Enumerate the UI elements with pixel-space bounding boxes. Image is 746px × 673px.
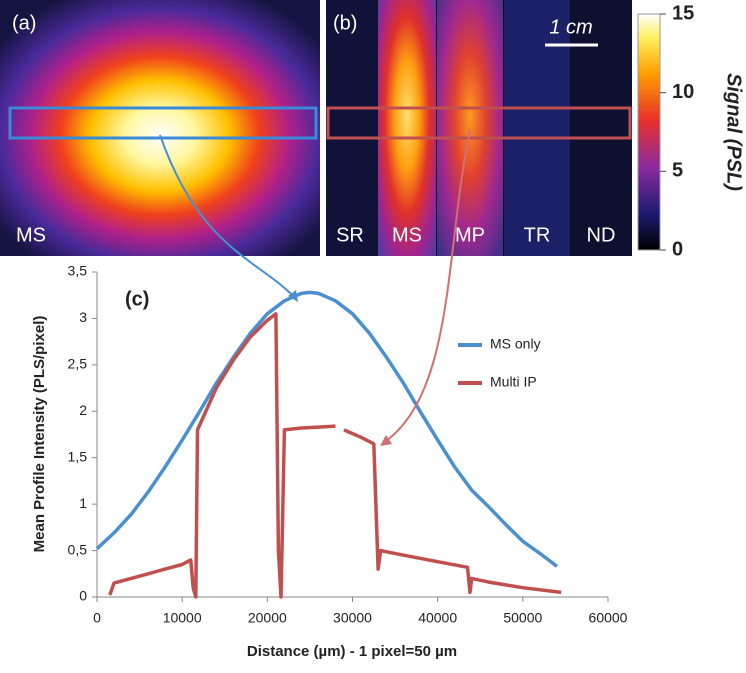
x-tick-label: 20000	[248, 610, 287, 626]
y-tick-label: 1	[79, 495, 87, 511]
x-tick-label: 40000	[418, 610, 457, 626]
y-tick-label: 3,5	[68, 263, 88, 279]
strip-label: MS	[392, 224, 422, 246]
x-tick-label: 0	[93, 610, 101, 626]
colorbar-title: Signal (PSL)	[723, 73, 745, 191]
colorbar-tick-label: 10	[672, 81, 694, 103]
y-tick-label: 0,5	[68, 541, 88, 557]
strip-nd	[571, 0, 632, 256]
strip-labels: SR MS MP TR ND	[336, 224, 615, 246]
profile-box-b	[326, 106, 632, 140]
scale-label: 1 cm	[549, 16, 592, 38]
legend-label: Multi IP	[490, 374, 537, 390]
y-axis-title: Mean Profile Intensity (PLS/pixel)	[31, 316, 48, 553]
strip-sr	[326, 0, 378, 256]
legend-label: MS only	[490, 336, 541, 352]
colorbar	[637, 13, 661, 251]
panel-label: (c)	[125, 288, 149, 310]
strip-label: SR	[336, 224, 364, 246]
colorbar-tick-label: 5	[672, 160, 683, 182]
y-tick-label: 2,5	[68, 356, 88, 372]
arrow-mp	[384, 129, 471, 443]
strip-label: MP	[455, 224, 485, 246]
x-tick-label: 60000	[589, 610, 628, 626]
arrow-ms	[159, 134, 296, 299]
arrow-head	[380, 435, 392, 446]
series-line	[95, 290, 558, 568]
y-tick-label: 0	[79, 588, 87, 604]
panel-label: (b)	[333, 12, 357, 34]
x-tick-label: 10000	[163, 610, 202, 626]
strip-mp	[437, 0, 503, 256]
strip-ms	[378, 0, 436, 256]
strip-label: TR	[524, 224, 551, 246]
image-a	[0, 0, 320, 256]
colorbar-tick-label: 0	[672, 238, 683, 260]
panel-label: (a)	[12, 12, 36, 34]
x-axis-title: Distance (µm) - 1 pixel=50 µm	[247, 643, 457, 660]
colorbar-ticks: 0 5 10 15	[660, 2, 694, 260]
series-line	[108, 312, 562, 599]
arrow-head	[288, 290, 298, 302]
y-tick-label: 3	[79, 309, 87, 325]
x-tick-label: 50000	[503, 610, 542, 626]
line-chart: (c) Distance (µm) - 1 pixel=50 µm Mean P…	[31, 263, 628, 660]
x-tick-label: 30000	[333, 610, 372, 626]
colorbar-tick-label: 15	[672, 2, 694, 24]
strip-label: MS	[16, 224, 46, 246]
profile-box-a	[8, 106, 318, 140]
y-tick-label: 2	[79, 402, 87, 418]
strip-tr	[504, 0, 570, 256]
strip-label: ND	[587, 224, 616, 246]
y-tick-label: 1,5	[68, 448, 88, 464]
